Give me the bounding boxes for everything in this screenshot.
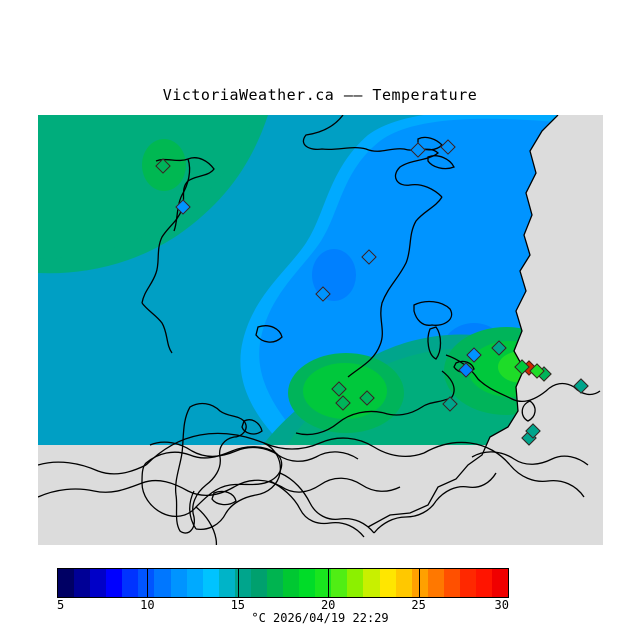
colorbar-segment [138,569,155,597]
lower-coast-3 [423,441,511,466]
north-inlet-2 [427,155,455,170]
northeast-shore [471,451,589,466]
lower-coast-5 [195,442,282,531]
island-north-coastline [302,115,443,198]
colorbar-tick-labels: 5 10 15 20 25 30 [57,598,509,614]
harbour-detail [453,360,475,374]
colorbar-tick-label: 20 [320,598,336,612]
island-detail-se [521,400,536,422]
colorbar-tick [418,568,420,598]
south-landmass-fill [38,445,603,545]
lower-land-coastlines [38,432,585,534]
colorbar-tick-label: 10 [140,598,155,612]
colorbar-segment [395,569,412,597]
colorbar-tick [237,568,239,598]
puget-outline [269,480,365,538]
colorbar-segment [154,569,171,597]
colorbar-segment [170,569,187,597]
colorbar-segment [411,569,428,597]
map-canvas [38,115,603,545]
strait-south-shore [149,441,359,462]
colorbar-gradient [57,568,509,598]
mainland-fill [368,115,603,545]
colorbar-tick-label: 15 [230,598,246,612]
island-southwest-coastline [141,302,173,354]
offshore-island-spur [241,419,263,435]
colorbar-segment [476,569,493,597]
colorbar-segment [459,569,477,597]
colorbar-tick-label: 25 [411,598,426,612]
colorbar-tick [328,568,330,598]
gulf-island-3 [255,325,283,343]
offshore-island [174,402,247,534]
colorbar-segment [427,569,444,597]
colorbar-segment [363,569,380,597]
lower-coast-8 [373,500,437,534]
field-warm-core-southwest [303,363,387,419]
colorbar-tick [147,568,149,598]
olympic-west-outline [195,506,218,545]
colorbar-segment [379,569,396,597]
colorbar-segment [250,569,268,597]
gulf-island-2 [427,326,442,360]
page-title: VictoriaWeather.ca —— Temperature [162,86,478,104]
temperature-field [38,115,568,445]
field-band-16-nw-inner [38,115,253,259]
colorbar-segment [331,569,348,597]
colorbar-segment [58,569,75,597]
colorbar-segment [106,569,123,597]
colorbar-segment [443,569,460,597]
colorbar-segment [74,569,91,597]
colorbar-tick-label: 30 [494,598,509,612]
landmass-overlay [38,115,603,545]
colorbar-segment [122,569,139,597]
island-inner-channel [173,158,191,232]
colorbar-segment [299,569,316,597]
colorbar-segment [234,569,251,597]
gulf-island-1 [413,300,453,326]
lower-coast-1 [38,461,147,475]
olympic-north-shore [38,477,401,498]
olympic-peninsula-outline [141,446,283,518]
colorbar-caption: °C 2026/04/19 22:29 [251,611,389,625]
lower-coast-6 [189,490,197,530]
island-west-coastline [141,157,215,304]
colorbar[interactable] [57,568,509,598]
colorbar-segment [267,569,284,597]
colorbar-segment [347,569,364,597]
colorbar-segment [186,569,203,597]
lower-coast-4 [509,464,585,498]
temperature-map[interactable] [38,115,603,545]
lower-coast-7 [279,472,375,534]
peninsula-lake [211,490,237,506]
colorbar-segment [90,569,107,597]
colorbar-segment [218,569,235,597]
colorbar-tick-label: 5 [57,598,65,612]
lower-coast-9 [435,472,497,502]
colorbar-segment [315,569,332,597]
island-east-coastline [347,196,443,378]
colorbar-segment [202,569,219,597]
sooke-coastline [295,370,455,436]
colorbar-segment [283,569,300,597]
lower-coast-2 [145,432,425,466]
mainland-coastline [367,115,559,528]
colorbar-segment [492,569,509,597]
